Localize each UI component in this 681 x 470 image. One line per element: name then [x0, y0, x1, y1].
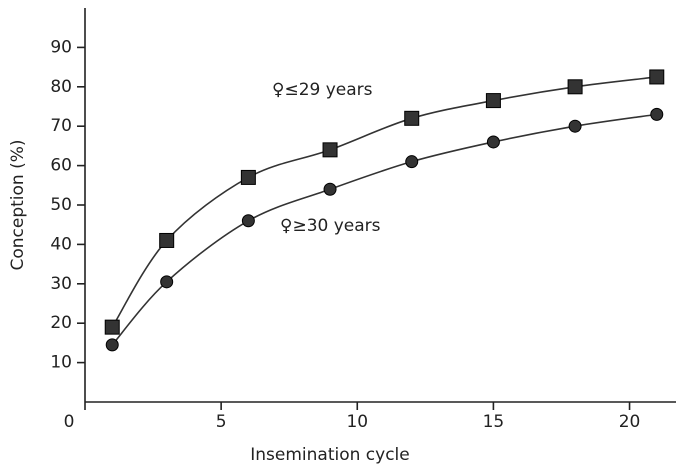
x-tick-label: 10 — [346, 412, 368, 432]
square-marker — [322, 142, 338, 158]
circle-marker — [105, 338, 119, 352]
x-tick-label: 5 — [216, 412, 227, 432]
square-marker — [240, 169, 256, 185]
x-tick-label: 0 — [64, 412, 75, 432]
circle-marker — [323, 182, 337, 196]
series-label: ♀≥30 years — [280, 216, 381, 236]
square-marker — [649, 69, 665, 85]
square-marker — [567, 79, 583, 95]
circle-marker — [650, 107, 664, 121]
y-tick-label: 30 — [50, 274, 72, 294]
curve — [111, 113, 657, 346]
square-marker — [485, 93, 501, 109]
y-tick-label: 80 — [50, 77, 72, 97]
y-tick-label: 40 — [50, 234, 72, 254]
series-label: ♀≤29 years — [272, 80, 373, 100]
y-tick-label: 10 — [50, 353, 72, 373]
circle-marker — [405, 155, 419, 169]
square-marker — [104, 319, 120, 335]
y-axis-label: Conception (%) — [8, 139, 28, 270]
x-tick-label: 20 — [619, 412, 641, 432]
circle-marker — [486, 135, 500, 149]
square-marker — [404, 110, 420, 126]
y-tick-label: 50 — [50, 195, 72, 215]
y-tick-label: 20 — [50, 313, 72, 333]
y-tick-label: 70 — [50, 116, 72, 136]
circle-marker — [241, 214, 255, 228]
square-marker — [159, 232, 175, 248]
circle-marker — [160, 275, 174, 289]
x-axis-label: Insemination cycle — [250, 445, 409, 465]
y-tick-label: 90 — [50, 37, 72, 57]
circle-marker — [568, 119, 582, 133]
x-tick-label: 15 — [483, 412, 505, 432]
y-tick-label: 60 — [50, 156, 72, 176]
curve — [111, 76, 657, 328]
